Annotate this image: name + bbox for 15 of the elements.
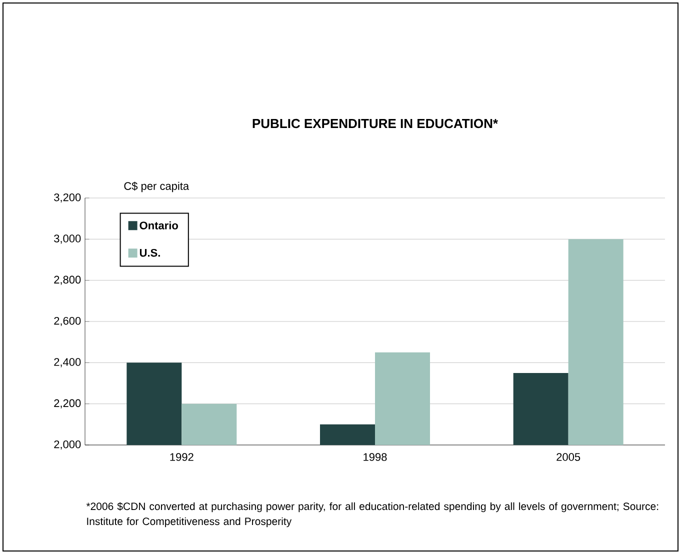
- text: *2006 $CDN converted at purchasing power parity, for all education-related spending by all levels of government; Source: Institute for Competitiveness and Prosperity: [86, 502, 658, 528]
- legend-label: Ontario: [140, 221, 178, 230]
- y-tick-label: 2,200: [54, 399, 81, 408]
- y-tick-label: 3,200: [54, 193, 81, 203]
- legend-label: U.S.: [140, 248, 160, 257]
- x-tick-label: 1998: [364, 453, 387, 461]
- chart-title: PUBLIC EXPENDITURE IN EDUCATION*: [252, 118, 498, 128]
- x-tick-label: 2005: [556, 453, 580, 461]
- y-tick-label: 3,000: [54, 234, 81, 244]
- y-tick-label: 2,400: [54, 358, 81, 368]
- x-tick-label: 1992: [170, 453, 194, 461]
- y-tick-label: 2,600: [54, 316, 81, 326]
- y-tick-label: 2,800: [54, 276, 81, 285]
- y-axis-title: C$ per capita: [124, 182, 190, 192]
- y-tick-label: 2,000: [54, 440, 81, 450]
